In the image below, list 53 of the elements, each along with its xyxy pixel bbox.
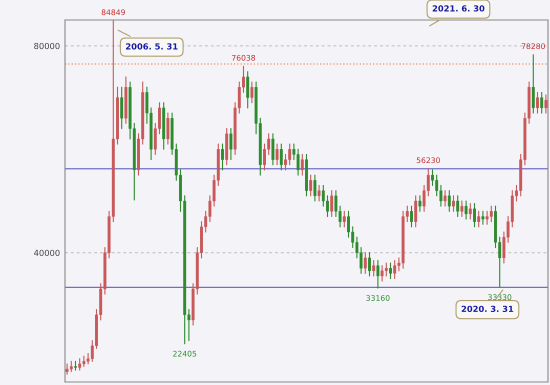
candlestick [477,210,480,228]
candlestick [280,144,283,171]
candlestick [300,154,304,176]
candlestick [444,190,447,207]
candlestick [380,265,384,282]
candlestick [544,94,548,114]
candlestick [418,195,422,212]
candlestick [342,210,346,228]
candlestick [460,200,464,218]
candlestick [271,133,274,166]
candlestick [70,360,73,372]
candlestick [414,195,418,228]
candlestick [486,210,489,225]
annotation: 2020. 3. 31 [462,306,514,312]
candlestick [221,144,224,171]
candlestick [246,71,250,108]
candlestick [448,190,451,212]
candlestick [364,252,367,274]
candlestick [540,92,544,114]
annotation: 2006. 5. 31 [126,43,178,50]
candlestick [229,128,232,160]
candlestick [490,206,493,222]
candlestick [296,148,300,176]
candlestick [166,112,170,145]
text: 2021. 6. 30 [432,5,484,12]
candlestick [120,86,124,130]
candlestick [78,358,82,371]
candlestick [318,184,321,202]
y-tick-label: 40000 [34,250,60,256]
candlestick [276,144,279,166]
candlestick [384,262,388,277]
candlestick [456,195,460,218]
candlestick [250,82,254,104]
candlestick [532,54,535,114]
candlestick [372,260,376,277]
candlestick [368,252,371,277]
candlestick [66,363,69,375]
candlestick [452,195,455,212]
candlestick [82,356,86,368]
candlestick [473,203,476,228]
candlestick [410,206,413,228]
candlestick [468,203,472,220]
candlestick [313,174,316,202]
candlestick [389,262,392,280]
candlestick [464,200,468,220]
candlestick [393,260,396,280]
y-tick-label: 80000 [34,42,60,50]
candlestick [376,260,380,289]
candlestick [536,92,539,114]
candlestick [288,144,292,166]
candlestick [481,210,484,225]
candlestick [309,174,312,196]
candlestick [330,190,334,218]
